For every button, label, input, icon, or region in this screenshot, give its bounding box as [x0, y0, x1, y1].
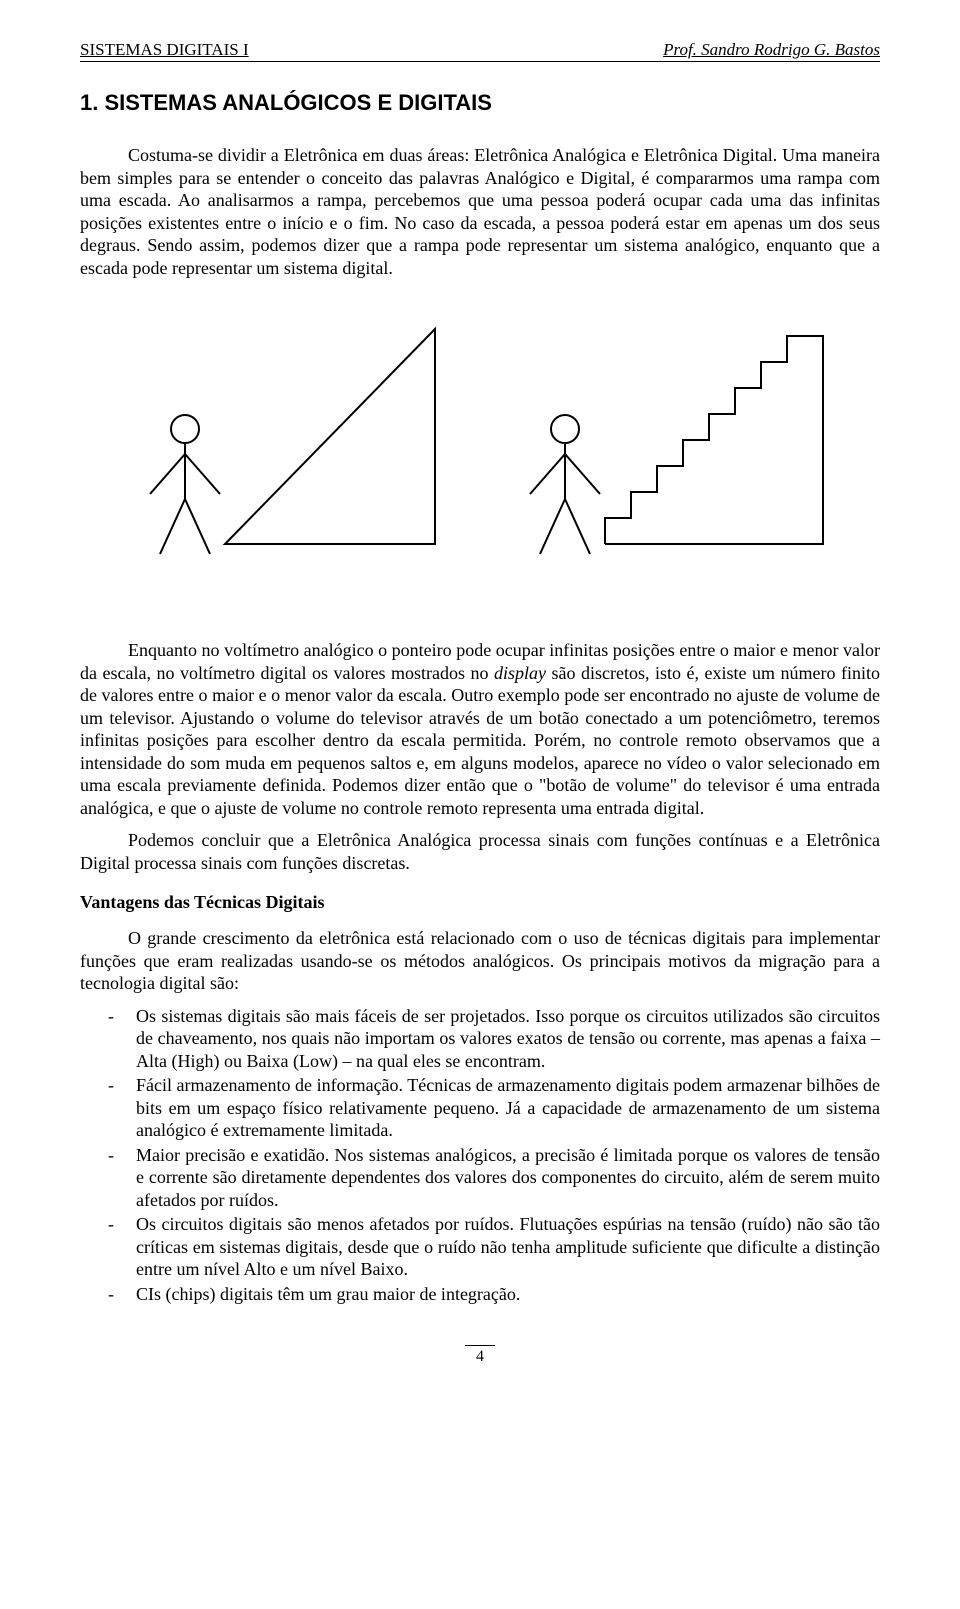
paragraph-4: O grande crescimento da eletrônica está … — [80, 927, 880, 995]
running-header: SISTEMAS DIGITAIS I Prof. Sandro Rodrigo… — [80, 40, 880, 62]
page-number: 4 — [465, 1345, 495, 1366]
bullet-item: Os sistemas digitais são mais fáceis de … — [108, 1005, 880, 1073]
bullet-list: Os sistemas digitais são mais fáceis de … — [80, 1005, 880, 1306]
page: SISTEMAS DIGITAIS I Prof. Sandro Rodrigo… — [0, 0, 960, 1406]
header-course: SISTEMAS DIGITAIS I — [80, 40, 249, 60]
paragraph-2: Enquanto no voltímetro analógico o ponte… — [80, 639, 880, 819]
bullet-item: Fácil armazenamento de informação. Técni… — [108, 1074, 880, 1142]
header-prof: Prof. Sandro Rodrigo G. Bastos — [663, 40, 880, 60]
section-title: 1. SISTEMAS ANALÓGICOS E DIGITAIS — [80, 90, 880, 116]
bullet-item: CIs (chips) digitais têm um grau maior d… — [108, 1283, 880, 1306]
bullet-item: Maior precisão e exatidão. Nos sistemas … — [108, 1144, 880, 1212]
subheading: Vantagens das Técnicas Digitais — [80, 892, 880, 913]
bullet-item: Os circuitos digitais são menos afetados… — [108, 1213, 880, 1281]
paragraph-2-post: são discretos, isto é, existe um número … — [80, 663, 880, 818]
paragraph-1: Costuma-se dividir a Eletrônica em duas … — [80, 144, 880, 279]
paragraph-3: Podemos concluir que a Eletrônica Analóg… — [80, 829, 880, 874]
figure-row — [80, 319, 880, 569]
paragraph-2-italic: display — [494, 663, 546, 683]
paragraph-4-text: O grande crescimento da eletrônica está … — [80, 928, 880, 993]
ramp-figure — [135, 319, 445, 569]
stairs-figure — [515, 319, 825, 569]
paragraph-1-text: Costuma-se dividir a Eletrônica em duas … — [80, 145, 880, 278]
paragraph-3-text: Podemos concluir que a Eletrônica Analóg… — [80, 830, 880, 873]
